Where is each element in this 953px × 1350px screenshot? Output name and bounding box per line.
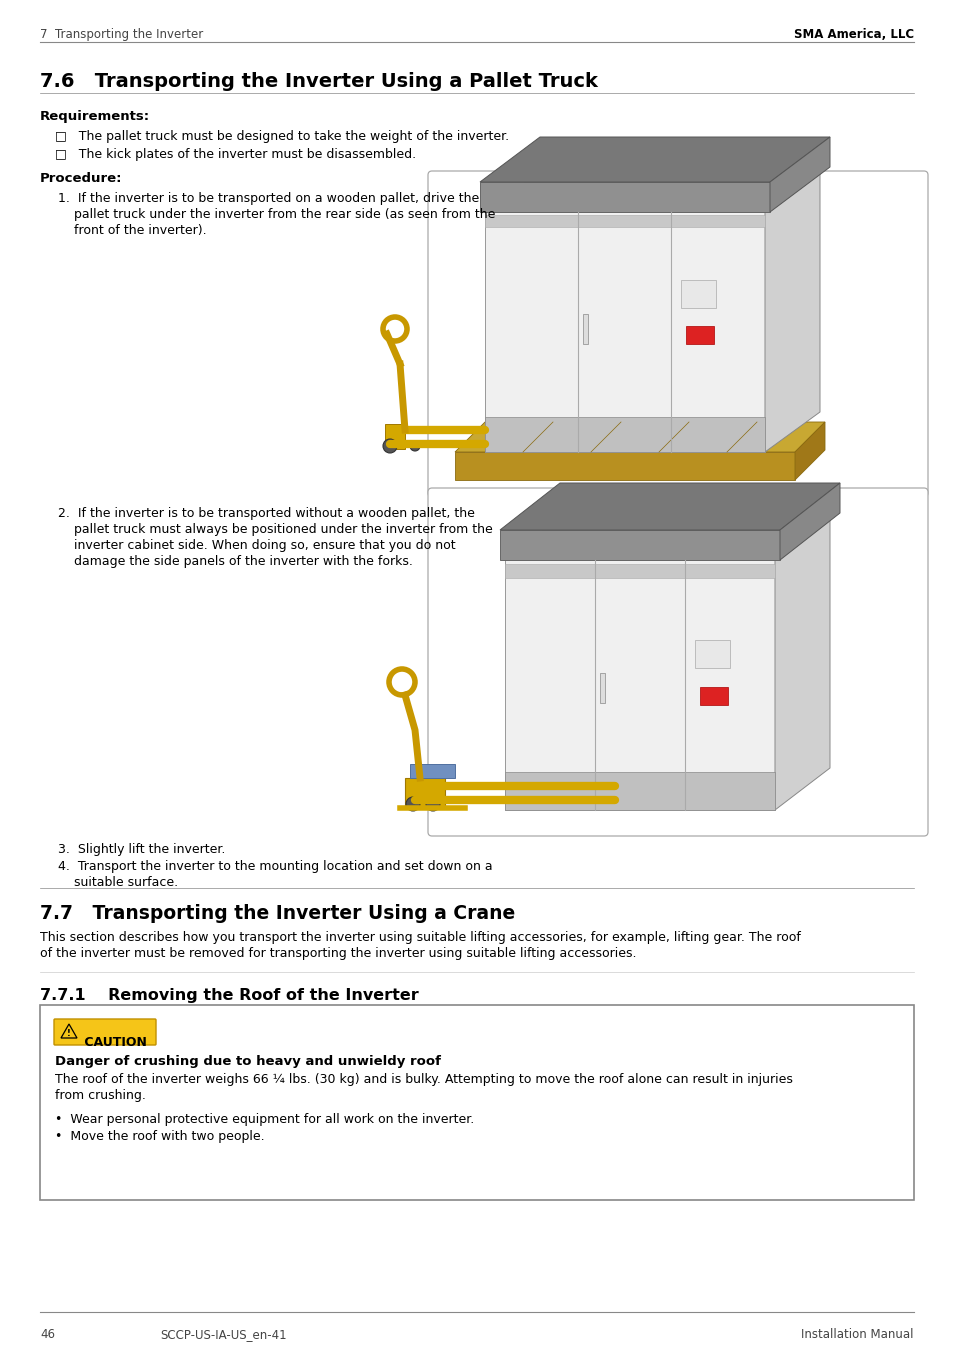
Polygon shape: [769, 136, 829, 212]
Circle shape: [382, 439, 396, 454]
FancyBboxPatch shape: [428, 171, 927, 497]
Text: 7.7   Transporting the Inverter Using a Crane: 7.7 Transporting the Inverter Using a Cr…: [40, 904, 515, 923]
Polygon shape: [774, 518, 829, 810]
Bar: [695, 640, 729, 667]
Bar: [582, 315, 587, 344]
Text: 7.7.1    Removing the Roof of the Inverter: 7.7.1 Removing the Roof of the Inverter: [40, 988, 418, 1003]
Polygon shape: [410, 764, 455, 778]
Text: This section describes how you transport the inverter using suitable lifting acc: This section describes how you transport…: [40, 931, 800, 944]
Text: damage the side panels of the inverter with the forks.: damage the side panels of the inverter w…: [58, 555, 413, 568]
Polygon shape: [385, 424, 405, 450]
Polygon shape: [504, 560, 774, 810]
Bar: [599, 672, 604, 702]
Text: 7  Transporting the Inverter: 7 Transporting the Inverter: [40, 28, 203, 40]
Text: 3.  Slightly lift the inverter.: 3. Slightly lift the inverter.: [58, 842, 225, 856]
FancyBboxPatch shape: [428, 487, 927, 836]
Polygon shape: [479, 182, 769, 212]
Polygon shape: [504, 772, 774, 810]
Text: pallet truck must always be positioned under the inverter from the: pallet truck must always be positioned u…: [58, 522, 493, 536]
Text: pallet truck under the inverter from the rear side (as seen from the: pallet truck under the inverter from the…: [58, 208, 495, 221]
Polygon shape: [504, 518, 829, 560]
Text: 7.6   Transporting the Inverter Using a Pallet Truck: 7.6 Transporting the Inverter Using a Pa…: [40, 72, 598, 90]
Text: front of the inverter).: front of the inverter).: [58, 224, 207, 238]
Polygon shape: [479, 136, 829, 182]
Text: •  Move the roof with two people.: • Move the roof with two people.: [55, 1130, 264, 1143]
FancyBboxPatch shape: [40, 1004, 913, 1200]
Text: The roof of the inverter weighs 66 ¼ lbs. (30 kg) and is bulky. Attempting to mo: The roof of the inverter weighs 66 ¼ lbs…: [55, 1073, 792, 1085]
Text: 2.  If the inverter is to be transported without a wooden pallet, the: 2. If the inverter is to be transported …: [58, 508, 475, 520]
Text: inverter cabinet side. When doing so, ensure that you do not: inverter cabinet side. When doing so, en…: [58, 539, 456, 552]
Text: !: !: [67, 1030, 71, 1038]
Text: □   The kick plates of the inverter must be disassembled.: □ The kick plates of the inverter must b…: [55, 148, 416, 161]
Polygon shape: [455, 423, 824, 452]
Bar: [484, 215, 764, 227]
Bar: [680, 279, 716, 308]
Polygon shape: [484, 417, 764, 452]
Text: 46: 46: [40, 1328, 55, 1341]
Polygon shape: [61, 1025, 77, 1038]
Text: 4.  Transport the inverter to the mounting location and set down on a: 4. Transport the inverter to the mountin…: [58, 860, 492, 873]
Polygon shape: [780, 483, 840, 560]
Text: □   The pallet truck must be designed to take the weight of the inverter.: □ The pallet truck must be designed to t…: [55, 130, 509, 143]
Bar: [504, 564, 774, 578]
Polygon shape: [499, 531, 780, 560]
Polygon shape: [455, 452, 794, 481]
Text: Procedure:: Procedure:: [40, 171, 122, 185]
Polygon shape: [764, 171, 820, 452]
Text: suitable surface.: suitable surface.: [58, 876, 178, 890]
Circle shape: [426, 796, 439, 811]
Text: •  Wear personal protective equipment for all work on the inverter.: • Wear personal protective equipment for…: [55, 1112, 474, 1126]
Text: of the inverter must be removed for transporting the inverter using suitable lif: of the inverter must be removed for tran…: [40, 946, 636, 960]
Text: from crushing.: from crushing.: [55, 1089, 146, 1102]
Circle shape: [410, 441, 419, 451]
Text: Requirements:: Requirements:: [40, 109, 150, 123]
Text: SCCP-US-IA-US_en-41: SCCP-US-IA-US_en-41: [160, 1328, 286, 1341]
Polygon shape: [499, 483, 840, 531]
Text: CAUTION: CAUTION: [80, 1035, 147, 1049]
Polygon shape: [484, 171, 820, 212]
Polygon shape: [405, 778, 444, 809]
Text: Installation Manual: Installation Manual: [801, 1328, 913, 1341]
Text: 1.  If the inverter is to be transported on a wooden pallet, drive the: 1. If the inverter is to be transported …: [58, 192, 478, 205]
Polygon shape: [484, 212, 764, 452]
Circle shape: [406, 796, 419, 811]
Bar: [700, 687, 727, 705]
Text: Danger of crushing due to heavy and unwieldy roof: Danger of crushing due to heavy and unwi…: [55, 1054, 440, 1068]
Bar: [685, 325, 713, 344]
Text: SMA America, LLC: SMA America, LLC: [793, 28, 913, 40]
FancyBboxPatch shape: [54, 1019, 156, 1045]
Polygon shape: [794, 423, 824, 481]
